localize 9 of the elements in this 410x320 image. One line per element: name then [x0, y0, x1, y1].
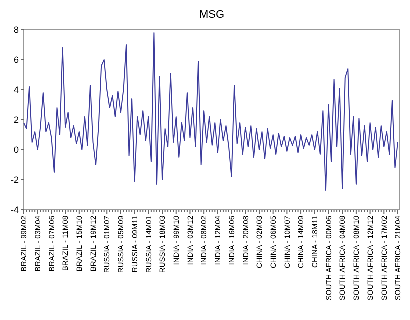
chart-title: MSG — [199, 9, 225, 21]
line-series — [24, 32, 398, 191]
y-tick-label: 0 — [14, 145, 19, 156]
y-tick-label: 6 — [14, 55, 19, 66]
y-tick-label: 2 — [14, 115, 19, 126]
y-tick-label: 4 — [14, 85, 19, 96]
y-tick-label: -2 — [10, 175, 19, 186]
y-tick-label: -4 — [10, 205, 19, 216]
y-tick-label: 8 — [14, 25, 19, 36]
